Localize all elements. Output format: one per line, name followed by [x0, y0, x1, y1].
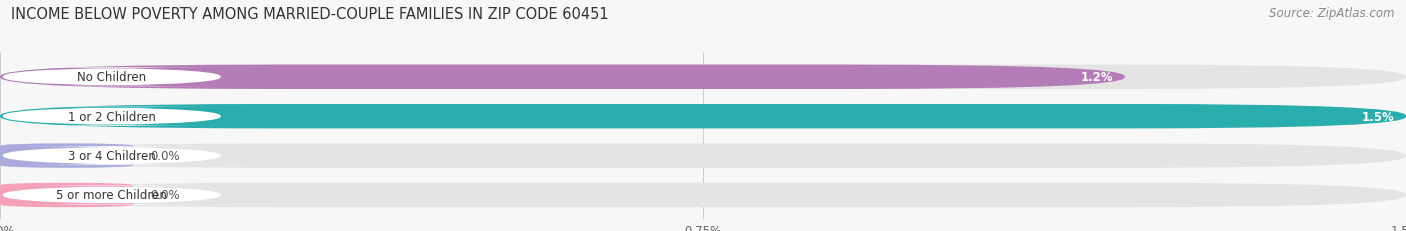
FancyBboxPatch shape	[0, 144, 134, 168]
Text: 5 or more Children: 5 or more Children	[56, 189, 167, 202]
Text: No Children: No Children	[77, 71, 146, 84]
Text: 3 or 4 Children: 3 or 4 Children	[67, 149, 156, 162]
FancyBboxPatch shape	[3, 146, 221, 165]
Text: Source: ZipAtlas.com: Source: ZipAtlas.com	[1270, 7, 1395, 20]
FancyBboxPatch shape	[0, 144, 1406, 168]
FancyBboxPatch shape	[0, 65, 1406, 90]
Text: 1 or 2 Children: 1 or 2 Children	[67, 110, 156, 123]
Text: 0.0%: 0.0%	[150, 189, 180, 202]
FancyBboxPatch shape	[3, 107, 221, 126]
Text: 0.0%: 0.0%	[150, 149, 180, 162]
FancyBboxPatch shape	[0, 183, 1406, 207]
FancyBboxPatch shape	[0, 104, 1406, 129]
Text: INCOME BELOW POVERTY AMONG MARRIED-COUPLE FAMILIES IN ZIP CODE 60451: INCOME BELOW POVERTY AMONG MARRIED-COUPL…	[11, 7, 609, 22]
FancyBboxPatch shape	[0, 104, 1406, 129]
FancyBboxPatch shape	[0, 183, 134, 207]
Text: 1.2%: 1.2%	[1081, 71, 1114, 84]
FancyBboxPatch shape	[0, 65, 1125, 90]
Text: 1.5%: 1.5%	[1362, 110, 1395, 123]
FancyBboxPatch shape	[3, 68, 221, 87]
FancyBboxPatch shape	[3, 186, 221, 205]
